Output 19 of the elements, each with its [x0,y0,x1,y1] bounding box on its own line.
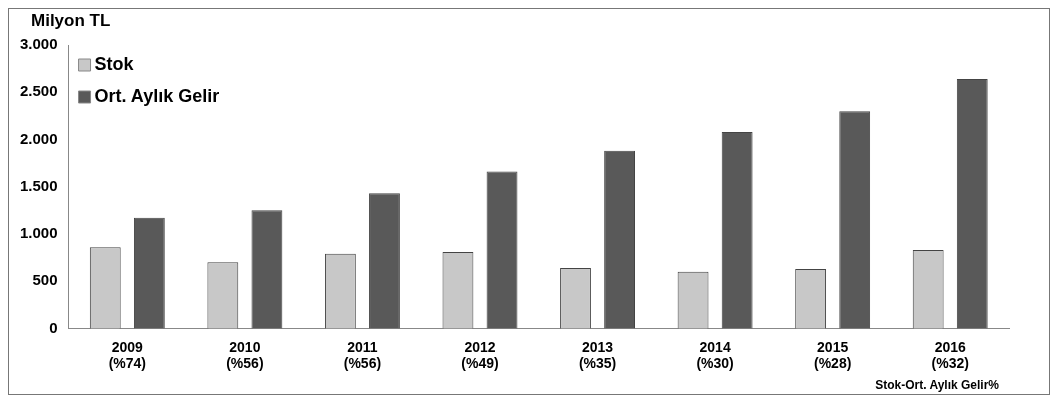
x-tick-label: 2013 (%35) [578,338,617,372]
y-axis-title: Milyon TL [31,11,111,31]
y-tick-label: 0 [49,318,58,336]
y-tick-label: 500 [32,271,58,289]
y-tick-label: 1.000 [19,224,58,242]
x-tick-label: 2009 (%74) [108,338,146,372]
y-tick-label: 2.500 [19,82,58,100]
legend-label: Stok [94,53,135,74]
x-tick-label: 2012 (%49) [461,338,499,372]
x-tick-label: 2015 (%28) [813,338,852,372]
y-tick-label: 1.500 [19,176,58,194]
x-axis-title: Stok-Ort. Aylık Gelir% [875,378,1000,393]
legend-label: Ort. Aylık Gelir [94,85,220,106]
x-tick-label: 2010 (%56) [226,338,264,372]
y-tick-label: 2.000 [19,129,58,147]
x-tick-label: 2016 (%32) [931,338,969,372]
x-tick-label: 2014 (%30) [696,338,734,372]
y-tick-label: 3.000 [19,35,58,53]
x-tick-label: 2011 (%56) [343,338,382,372]
